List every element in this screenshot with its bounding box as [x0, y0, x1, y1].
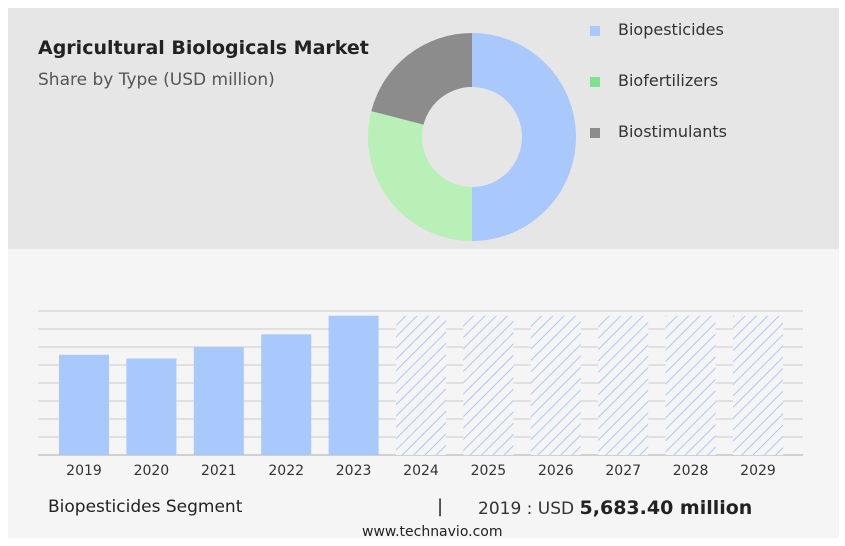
x-tick-label: 2019 — [66, 463, 102, 479]
bar-2024 — [396, 315, 446, 455]
donut-slice-biofertilizers — [368, 111, 472, 241]
segment-value: 2019 : USD 5,683.40 million — [478, 497, 752, 519]
footer-divider: | — [437, 496, 444, 517]
segment-value-amount: 5,683.40 million — [579, 497, 753, 519]
bar-2027 — [598, 315, 649, 455]
bottom-panel: 2019 2020 2021 2022 2023 2024 2025 2026 2027 2028… — [8, 249, 839, 538]
legend-label: Biofertilizers — [618, 71, 719, 90]
bar-2023 — [328, 315, 379, 455]
legend-swatch — [590, 128, 600, 138]
x-tick-label: 2024 — [403, 463, 439, 479]
chart-title: Agricultural Biologicals Market — [38, 37, 369, 59]
legend-item-biofertilizers: Biofertilizers — [590, 71, 810, 93]
bar-chart: 2019 2020 2021 2022 2023 2024 2025 2026 2027 2028… — [38, 310, 803, 479]
x-tick-label: 2022 — [268, 463, 304, 479]
legend-swatch — [590, 77, 600, 87]
donut-slice-biostimulants — [371, 33, 472, 125]
x-tick-label: 2029 — [740, 463, 776, 479]
bar-2029 — [733, 315, 783, 455]
donut-slice-biopesticides — [472, 33, 576, 241]
donut-chart — [368, 33, 576, 241]
x-tick-label: 2021 — [201, 463, 237, 479]
x-tick-label: 2023 — [336, 463, 372, 479]
bar-2025 — [463, 315, 514, 455]
source-link[interactable]: www.technavio.com — [362, 524, 503, 540]
bar-2026 — [530, 315, 581, 455]
legend-label: Biostimulants — [618, 122, 727, 141]
bar-2022 — [261, 334, 312, 455]
segment-value-prefix: 2019 : USD — [478, 499, 575, 519]
legend-item-biopesticides: Biopesticides — [590, 20, 810, 42]
x-tick-label: 2020 — [134, 463, 170, 479]
x-tick-label: 2028 — [673, 463, 709, 479]
x-tick-label: 2026 — [538, 463, 574, 479]
x-tick-label: 2027 — [605, 463, 641, 479]
bar-2019 — [59, 354, 109, 455]
bar-2020 — [126, 358, 177, 455]
chart-subtitle: Share by Type (USD million) — [38, 70, 275, 90]
bar-2028 — [665, 315, 716, 455]
legend-label: Biopesticides — [618, 20, 724, 39]
segment-label: Biopesticides Segment — [48, 497, 243, 517]
bar-2021 — [193, 347, 244, 455]
legend-item-biostimulants: Biostimulants — [590, 122, 810, 144]
x-tick-label: 2025 — [471, 463, 507, 479]
legend-swatch — [590, 26, 600, 36]
